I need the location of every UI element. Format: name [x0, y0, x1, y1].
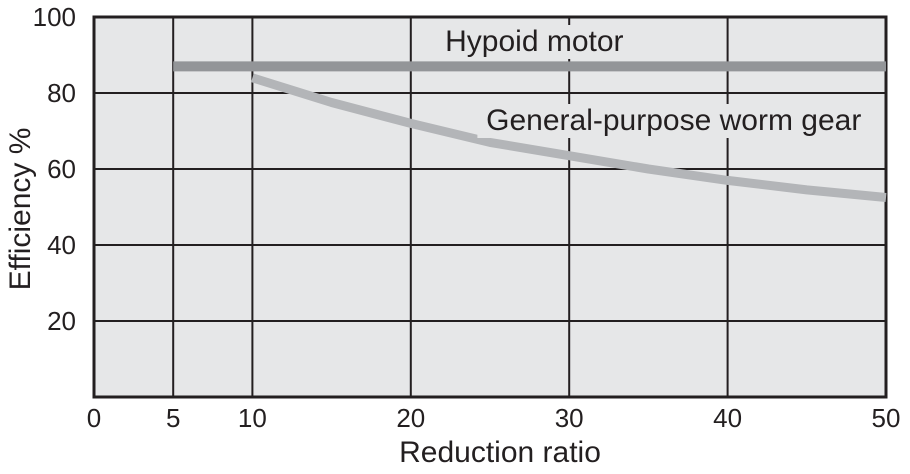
x-tick-label: 5: [165, 403, 181, 433]
y-axis-title: Efficiency %: [4, 127, 37, 291]
x-tick-label: 50: [871, 403, 901, 433]
y-tick-label: 60: [47, 154, 76, 184]
y-tick-label: 20: [47, 306, 76, 336]
x-tick-label: 0: [86, 403, 102, 433]
x-tick-label: 20: [396, 403, 426, 433]
plot-border: [92, 15, 888, 399]
x-tick-label: 40: [713, 403, 743, 433]
y-tick-label: 100: [32, 2, 76, 32]
x-tick-label: 10: [237, 403, 267, 433]
plot-background: [94, 17, 886, 397]
series-line-1: [251, 73, 887, 202]
x-axis-title: Reduction ratio: [399, 436, 601, 469]
series-label-general-purpose-worm-gear: General-purpose worm gear: [477, 104, 871, 139]
series-label-hypoid-motor: Hypoid motor: [436, 25, 633, 60]
y-tick-label: 40: [47, 230, 76, 260]
x-tick-label: 30: [554, 403, 584, 433]
y-tick-label: 80: [47, 78, 76, 108]
